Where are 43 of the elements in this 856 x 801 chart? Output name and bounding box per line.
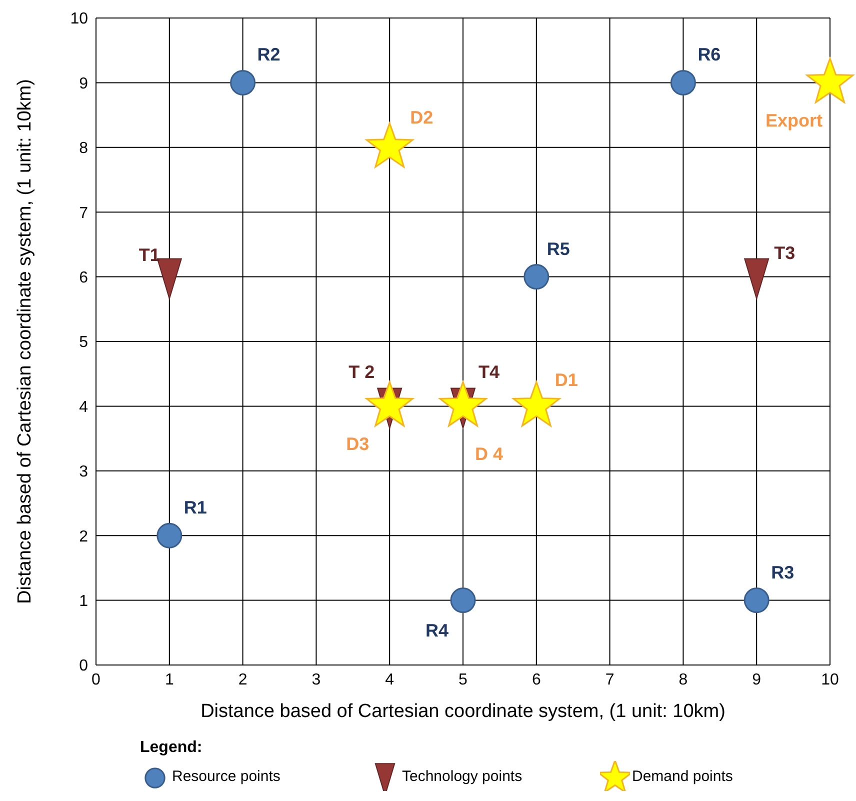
data-label: T 2 bbox=[348, 362, 375, 382]
y-tick-label: 5 bbox=[79, 334, 88, 352]
data-label: Export bbox=[765, 110, 823, 131]
y-tick-label: 10 bbox=[70, 10, 88, 28]
y-tick-label: 6 bbox=[79, 269, 88, 286]
y-tick-label: 3 bbox=[79, 464, 88, 481]
data-label: R1 bbox=[184, 498, 207, 518]
y-tick-label: 0 bbox=[79, 658, 88, 675]
legend-label: Resource points bbox=[172, 768, 280, 784]
legend-label: Technology points bbox=[402, 768, 522, 784]
x-tick-label: 6 bbox=[532, 671, 541, 688]
data-label: R5 bbox=[546, 238, 570, 259]
x-tick-label: 10 bbox=[821, 671, 839, 688]
data-label: D2 bbox=[410, 107, 434, 128]
x-tick-label: 3 bbox=[312, 671, 321, 688]
x-tick-label: 2 bbox=[238, 671, 248, 688]
x-tick-label: 5 bbox=[458, 671, 468, 688]
legend-label: Demand points bbox=[632, 768, 733, 784]
x-axis-title: Distance based of Cartesian coordinate system, (1 unit: 10km) bbox=[200, 701, 726, 722]
data-label: R4 bbox=[425, 620, 449, 640]
legend-title: Legend: bbox=[140, 739, 204, 757]
y-tick-label: 2 bbox=[79, 528, 88, 546]
y-axis-title: Distance based of Cartesian coordinate system, (1 unit: 10km) bbox=[14, 79, 36, 604]
data-label: D 4 bbox=[474, 444, 504, 464]
data-label: T1 bbox=[138, 244, 160, 265]
data-label: T4 bbox=[478, 362, 500, 382]
data-label: R6 bbox=[698, 44, 721, 65]
data-label: R3 bbox=[771, 562, 794, 582]
data-label: D3 bbox=[346, 434, 370, 454]
data-label: T3 bbox=[774, 242, 796, 263]
y-tick-label: 8 bbox=[79, 140, 88, 158]
data-label: D1 bbox=[554, 370, 578, 390]
data-label: R2 bbox=[257, 44, 280, 65]
x-tick-label: 4 bbox=[385, 671, 394, 688]
x-tick-label: 0 bbox=[92, 671, 101, 688]
y-tick-label: 9 bbox=[79, 75, 88, 92]
x-tick-label: 1 bbox=[164, 671, 174, 688]
x-tick-label: 8 bbox=[678, 671, 688, 688]
y-tick-label: 4 bbox=[79, 398, 88, 416]
x-tick-label: 7 bbox=[605, 671, 614, 688]
y-tick-label: 7 bbox=[79, 204, 88, 222]
y-tick-label: 1 bbox=[79, 592, 88, 610]
x-tick-label: 9 bbox=[752, 671, 762, 688]
